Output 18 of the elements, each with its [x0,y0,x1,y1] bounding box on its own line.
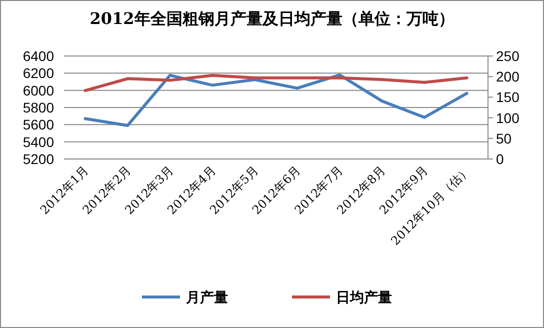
y-tick-label: 6200 [22,65,54,82]
y2-tick-label: 50 [496,130,512,146]
y2-tick-label: 200 [496,68,520,85]
legend-label: 月产量 [185,289,228,306]
y2-tick-label: 100 [496,110,520,126]
y2-tick-label: 0 [496,151,504,167]
y-tick-label: 5800 [22,100,54,116]
line-series [84,74,468,92]
y-tick-label: 5600 [22,116,54,133]
line-series [84,73,468,128]
y-tick-label: 5200 [22,151,54,167]
y-tick-label: 6000 [22,82,54,98]
y2-tick-label: 150 [496,89,520,106]
y2-tick-label: 250 [496,48,520,64]
chart-title: 2012年全国粗钢月产量及日均产量（单位：万吨） [90,9,454,28]
y-tick-label: 5400 [22,134,54,150]
y-tick-label: 6400 [22,48,54,64]
legend-label: 日均产量 [336,289,392,306]
